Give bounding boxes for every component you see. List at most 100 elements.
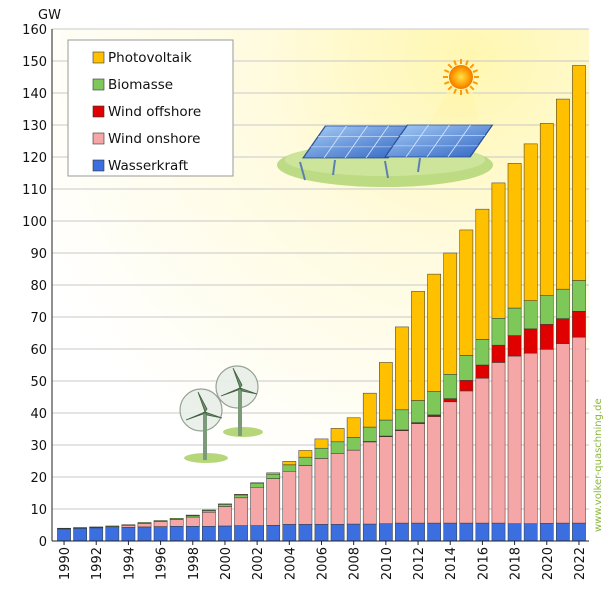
bar-segment-wasserkraft-2019	[523, 523, 538, 542]
x-tick-label: 2016	[476, 547, 491, 580]
x-axis-tick-labels: 1990 1992 1994 1996 1998 2000 2002 2004 2006 2008…	[58, 541, 588, 580]
bar-segment-wind-onshore-2012	[411, 423, 425, 524]
bar-segment-wind-onshore-1994	[121, 525, 136, 528]
legend-label-photovoltaik: Photovoltaik	[108, 50, 192, 66]
wind-turbines-icon	[179, 365, 263, 463]
bar-segment-wasserkraft-2007	[330, 524, 345, 542]
legend: Photovoltaik Biomasse Wind offshore Wind on…	[67, 39, 234, 177]
bar-segment-biomasse-2018	[507, 307, 522, 336]
bar-segment-wasserkraft-2015	[459, 522, 474, 542]
bar-segment-wind-onshore-2019	[523, 352, 538, 524]
bar-segment-biomasse-2021	[556, 288, 570, 319]
bar-segment-wasserkraft-2000	[218, 525, 232, 542]
watermark: www.volker-quaschning.de	[593, 398, 604, 532]
bar-segment-wind-onshore-1996	[153, 521, 168, 527]
bar-segment-wasserkraft-1991	[73, 527, 87, 542]
y-tick-label: 0	[39, 535, 47, 550]
bar-segment-biomasse-2002	[250, 483, 264, 488]
bar-segment-wind-offshore-2017	[491, 344, 506, 363]
bar-segment-wasserkraft-1999	[202, 526, 216, 542]
y-tick-label: 160	[22, 23, 47, 38]
x-tick-label: 2002	[251, 547, 266, 580]
y-tick-label: 100	[22, 215, 47, 230]
bar-segment-wind-onshore-2011	[395, 430, 409, 524]
bar-segment-wasserkraft-2021	[556, 522, 570, 542]
y-tick-label: 60	[30, 343, 47, 358]
bar-segment-photovoltaik-2007	[330, 428, 345, 443]
bar-segment-biomasse-2003	[266, 473, 281, 479]
x-tick-label: 2020	[541, 547, 556, 580]
y-tick-label: 90	[30, 247, 47, 262]
x-tick-label: 2006	[316, 547, 331, 580]
bar-segment-wasserkraft-2022	[572, 522, 586, 542]
y-tick-label: 110	[22, 183, 47, 198]
bar-segment-photovoltaik-2015	[459, 229, 474, 356]
bar-segment-wasserkraft-2018	[507, 523, 522, 542]
bar-segment-wind-onshore-2020	[539, 349, 554, 524]
bar-segment-biomasse-2013	[427, 391, 441, 416]
bar-segment-biomasse-2011	[395, 409, 409, 431]
bar-segment-wasserkraft-2003	[266, 525, 281, 542]
bar-segment-biomasse-1991	[73, 527, 87, 529]
bar-segment-photovoltaik-2012	[411, 291, 425, 401]
bar-segment-wasserkraft-2014	[443, 522, 458, 542]
legend-label-wind-onshore: Wind onshore	[108, 131, 200, 147]
bar-segment-biomasse-1993	[105, 525, 120, 527]
bar-segment-photovoltaik-2001	[234, 494, 248, 496]
bar-segment-wind-onshore-2002	[250, 486, 264, 526]
bar-segment-biomasse-2014	[443, 374, 458, 399]
legend-swatch-wasserkraft	[92, 159, 105, 172]
bar-segment-wasserkraft-1992	[89, 527, 104, 542]
bar-segment-wind-offshore-2016	[475, 364, 490, 379]
solar-panels-icon	[277, 124, 494, 187]
bar-segment-wind-onshore-2005	[298, 465, 313, 525]
y-tick-label: 10	[30, 503, 47, 518]
bar-segment-photovoltaik-2013	[427, 273, 441, 392]
bar-segment-photovoltaik-2000	[218, 503, 232, 505]
x-tick-label: 2014	[444, 547, 459, 580]
bar-segment-photovoltaik-2019	[523, 143, 538, 301]
x-tick-label: 2010	[380, 547, 395, 580]
bar-segment-wasserkraft-2002	[250, 525, 264, 542]
bar-segment-wasserkraft-1994	[121, 526, 136, 542]
bar-segment-wind-offshore-2019	[523, 328, 538, 354]
bar-segment-wasserkraft-2006	[314, 524, 329, 542]
legend-label-wind-offshore: Wind offshore	[108, 104, 201, 120]
bar-segment-biomasse-2020	[539, 294, 554, 325]
bar-segment-wasserkraft-2020	[539, 523, 554, 542]
bar-segment-photovoltaik-2022	[572, 65, 586, 281]
bar-segment-wind-offshore-2015	[459, 380, 474, 392]
x-tick-label: 1996	[155, 547, 170, 580]
bar-segment-biomasse-1995	[137, 522, 152, 524]
x-tick-label: 2000	[219, 547, 234, 580]
bar-segment-biomasse-2006	[314, 447, 329, 459]
bar-segment-wasserkraft-2001	[234, 525, 248, 542]
bar-segment-wasserkraft-2005	[298, 524, 313, 542]
x-tick-label: 2022	[573, 547, 588, 580]
bar-segment-photovoltaik-2014	[443, 252, 458, 375]
x-tick-label: 1992	[90, 547, 105, 580]
bar-segment-wasserkraft-2010	[379, 523, 393, 542]
bar-segment-photovoltaik-1999	[202, 509, 216, 511]
y-tick-label: 30	[30, 439, 47, 454]
legend-swatch-photovoltaik	[92, 51, 105, 64]
bar-segment-wind-onshore-2018	[507, 355, 522, 524]
bar-segment-wasserkraft-1998	[185, 526, 200, 542]
bar-segment-wind-onshore-2016	[475, 377, 490, 524]
bar-segment-wasserkraft-2011	[395, 522, 409, 542]
bar-segment-wasserkraft-1993	[105, 527, 120, 542]
bar-segment-wind-onshore-1995	[137, 523, 152, 528]
bar-segment-wind-onshore-1998	[185, 516, 200, 527]
bar-segment-wasserkraft-2012	[411, 522, 425, 542]
bar-segment-biomasse-2016	[475, 339, 490, 366]
bar-segment-wind-onshore-1997	[169, 519, 184, 527]
bar-segment-wasserkraft-1990	[57, 528, 71, 542]
bar-segment-photovoltaik-2008	[346, 417, 361, 438]
bar-segment-wind-onshore-2013	[427, 416, 441, 524]
bar-segment-biomasse-2012	[411, 400, 425, 423]
bar-segment-photovoltaik-2017	[491, 182, 506, 319]
bar-segment-wind-onshore-2009	[362, 441, 377, 525]
bar-segment-photovoltaik-2010	[379, 362, 393, 421]
bar-segment-wasserkraft-2009	[362, 523, 377, 542]
